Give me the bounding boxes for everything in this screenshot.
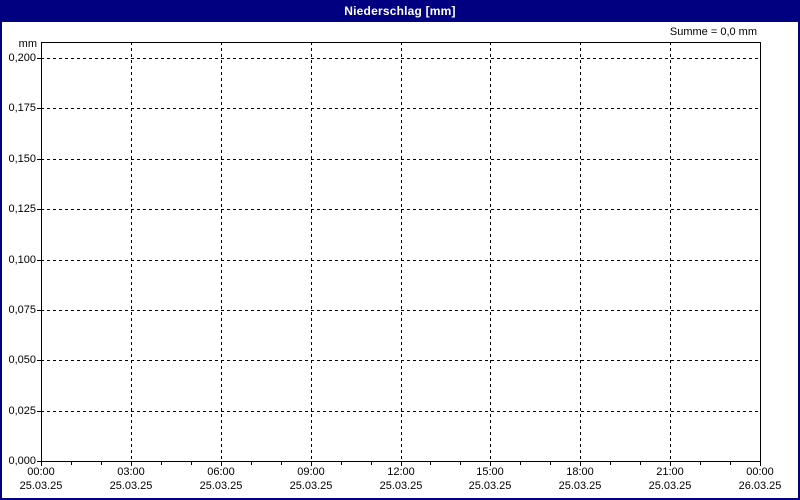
title-bar: Niederschlag [mm] — [0, 0, 800, 22]
sum-annotation: Summe = 0,0 mm — [669, 26, 757, 38]
y-axis-unit-label: mm — [18, 38, 37, 50]
x-tick-time-label: 06:00 — [207, 466, 235, 478]
x-tick-time-label: 03:00 — [117, 466, 145, 478]
x-tick-time-label: 12:00 — [387, 466, 415, 478]
x-tick-date-label: 25.03.25 — [648, 480, 692, 492]
x-tick-date-label: 25.03.25 — [289, 480, 333, 492]
x-tick-time-label: 00:00 — [746, 466, 774, 478]
y-tick-label: 0,200 — [8, 52, 36, 64]
x-tick-date-label: 26.03.25 — [738, 480, 782, 492]
x-tick-time-label: 21:00 — [656, 466, 684, 478]
x-tick-date-label: 25.03.25 — [379, 480, 423, 492]
y-tick-label: 0,000 — [8, 455, 36, 467]
y-tick-label: 0,100 — [8, 254, 36, 266]
x-tick-time-label: 09:00 — [297, 466, 325, 478]
y-tick-label: 0,050 — [8, 354, 36, 366]
x-tick-date-label: 25.03.25 — [109, 480, 153, 492]
y-tick-label: 0,150 — [8, 153, 36, 165]
x-tick-time-label: 00:00 — [27, 466, 55, 478]
y-tick-label: 0,125 — [8, 203, 36, 215]
x-tick-time-label: 15:00 — [476, 466, 504, 478]
x-tick-date-label: 25.03.25 — [19, 480, 63, 492]
x-tick-date-label: 25.03.25 — [468, 480, 512, 492]
y-tick-label: 0,175 — [8, 102, 36, 114]
x-tick-time-label: 18:00 — [566, 466, 594, 478]
y-tick-label: 0,025 — [8, 405, 36, 417]
x-tick-date-label: 25.03.25 — [199, 480, 243, 492]
y-tick-label: 0,075 — [8, 304, 36, 316]
chart-title: Niederschlag [mm] — [344, 4, 456, 18]
x-tick-date-label: 25.03.25 — [558, 480, 602, 492]
